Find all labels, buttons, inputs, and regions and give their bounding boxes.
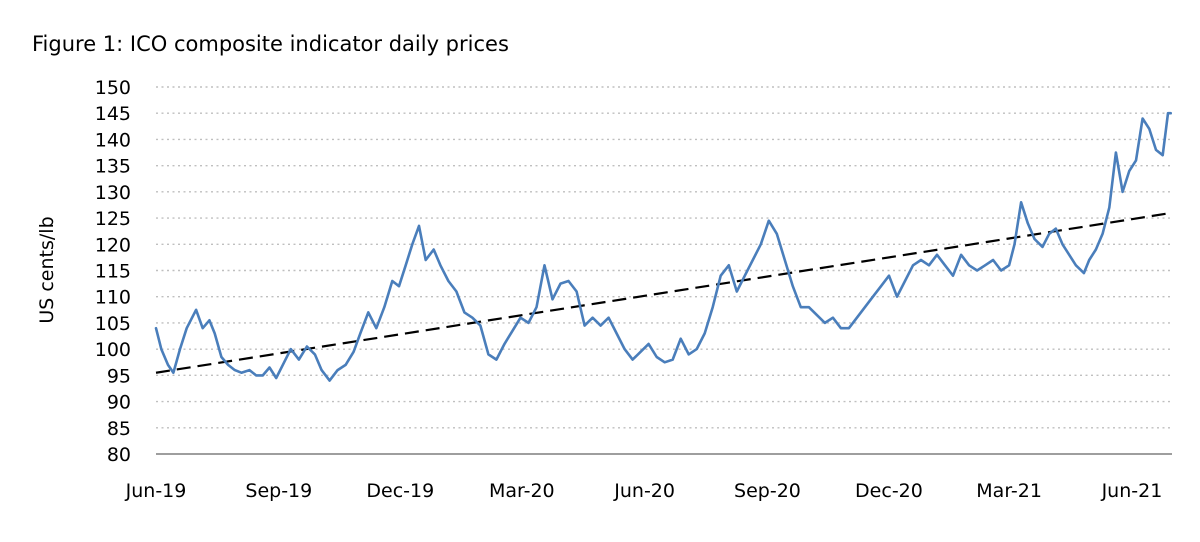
y-tick-label: 140 bbox=[95, 129, 131, 151]
gridlines bbox=[156, 86, 1172, 429]
chart-title: Figure 1: ICO composite indicator daily … bbox=[32, 32, 509, 56]
y-tick-label: 130 bbox=[95, 182, 131, 204]
y-tick-label: 105 bbox=[95, 313, 131, 335]
x-axis-ticks: Jun-19 Sep-19 Dec-19 Mar-20 Jun-20 Sep-20 Dec-… bbox=[125, 480, 1163, 502]
x-tick-label: Dec-19 bbox=[366, 480, 434, 502]
x-tick-label: Jun-21 bbox=[1101, 480, 1163, 502]
price-series-line bbox=[154, 111, 1172, 382]
y-tick-label: 150 bbox=[95, 77, 131, 99]
y-tick-label: 115 bbox=[95, 261, 131, 283]
x-tick-label: Jun-19 bbox=[125, 480, 187, 502]
y-axis-ticks: 80 85 90 95 100 105 110 115 120 125 130 135 140 145 15… bbox=[95, 77, 131, 466]
trend-line bbox=[155, 211, 1173, 374]
y-tick-label: 80 bbox=[107, 444, 131, 466]
x-tick-label: Mar-20 bbox=[489, 480, 555, 502]
x-tick-label: Sep-20 bbox=[734, 480, 801, 502]
y-tick-label: 145 bbox=[95, 103, 131, 125]
y-tick-label: 90 bbox=[107, 392, 131, 414]
y-tick-label: 85 bbox=[107, 418, 131, 440]
y-tick-label: 95 bbox=[107, 365, 131, 387]
x-tick-label: Mar-21 bbox=[976, 480, 1042, 502]
y-tick-label: 120 bbox=[95, 234, 131, 256]
x-tick-label: Dec-20 bbox=[855, 480, 923, 502]
y-tick-label: 135 bbox=[95, 156, 131, 178]
y-tick-label: 110 bbox=[95, 287, 131, 309]
y-tick-label: 100 bbox=[95, 339, 131, 361]
y-tick-label: 125 bbox=[95, 208, 131, 230]
x-tick-label: Sep-19 bbox=[245, 480, 312, 502]
y-axis-label: US cents/lb bbox=[36, 216, 58, 323]
x-tick-label: Jun-20 bbox=[613, 480, 675, 502]
